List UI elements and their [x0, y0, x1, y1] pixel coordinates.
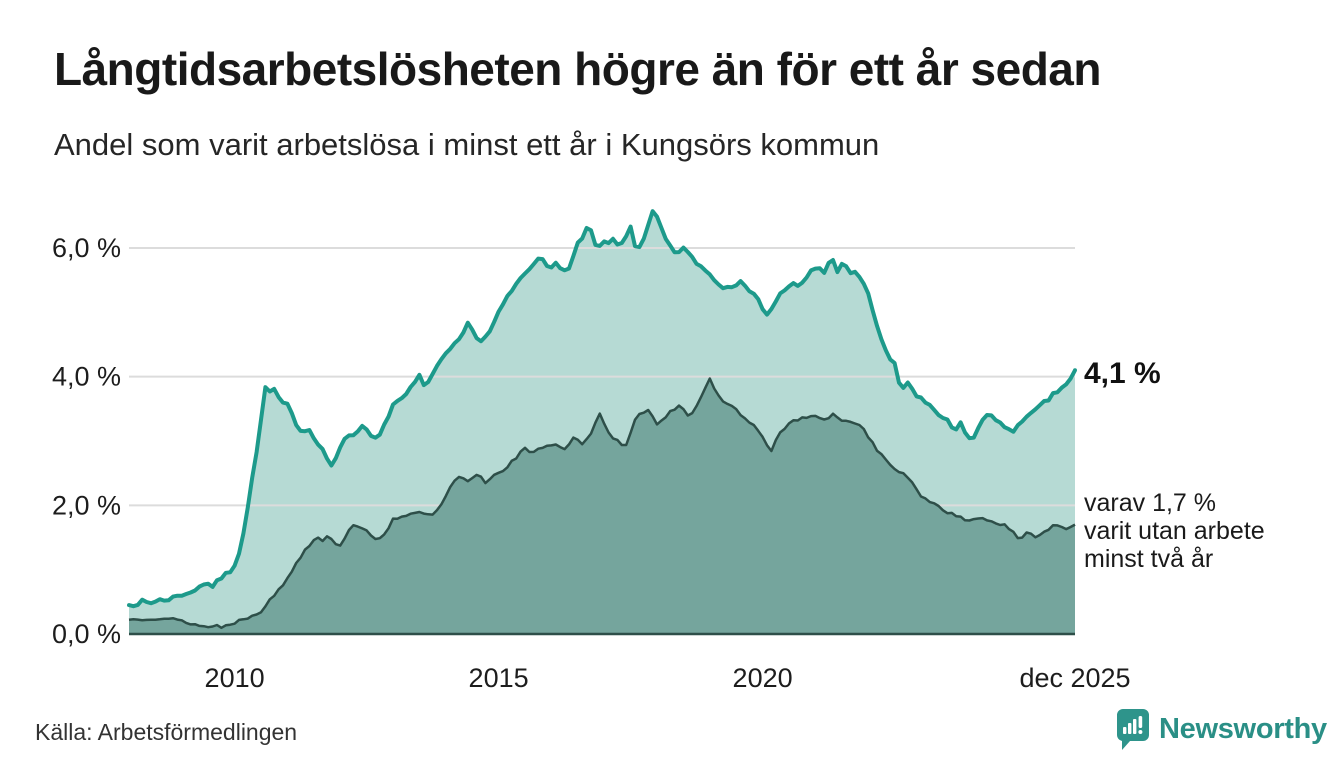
x-axis-label: 2010 — [205, 663, 265, 693]
two-year-label-line: minst två år — [1084, 545, 1214, 573]
area-very-long-term — [129, 378, 1075, 634]
two-year-label-line: varit utan arbete — [1084, 517, 1265, 545]
x-axis-label: 2015 — [469, 663, 529, 693]
two-year-label-line: varav 1,7 % — [1084, 489, 1217, 517]
chart-title: Långtidsarbetslösheten högre än för ett … — [54, 43, 1101, 95]
x-axis-label: 2020 — [733, 663, 793, 693]
y-axis-label: 4,0 % — [52, 362, 121, 392]
line-very-long-term — [128, 377, 1076, 630]
chart-subtitle: Andel som varit arbetslösa i minst ett å… — [54, 127, 880, 162]
newsworthy-wordmark: Newsworthy — [1159, 713, 1327, 745]
newsworthy-branding: Newsworthy — [1116, 708, 1327, 754]
y-axis-label: 6,0 % — [52, 233, 121, 263]
latest-value-label: 4,1 % — [1084, 357, 1161, 390]
y-axis-label: 0,0 % — [52, 619, 121, 649]
x-axis-label: dec 2025 — [1019, 663, 1130, 693]
two-year-unemployment-label: varav 1,7 % varit utan arbete minst två … — [1084, 489, 1265, 573]
source-attribution: Källa: Arbetsförmedlingen — [35, 719, 298, 745]
newsworthy-logo-icon — [1116, 709, 1149, 750]
y-axis-label: 2,0 % — [52, 490, 121, 520]
line-long-term — [127, 209, 1077, 609]
